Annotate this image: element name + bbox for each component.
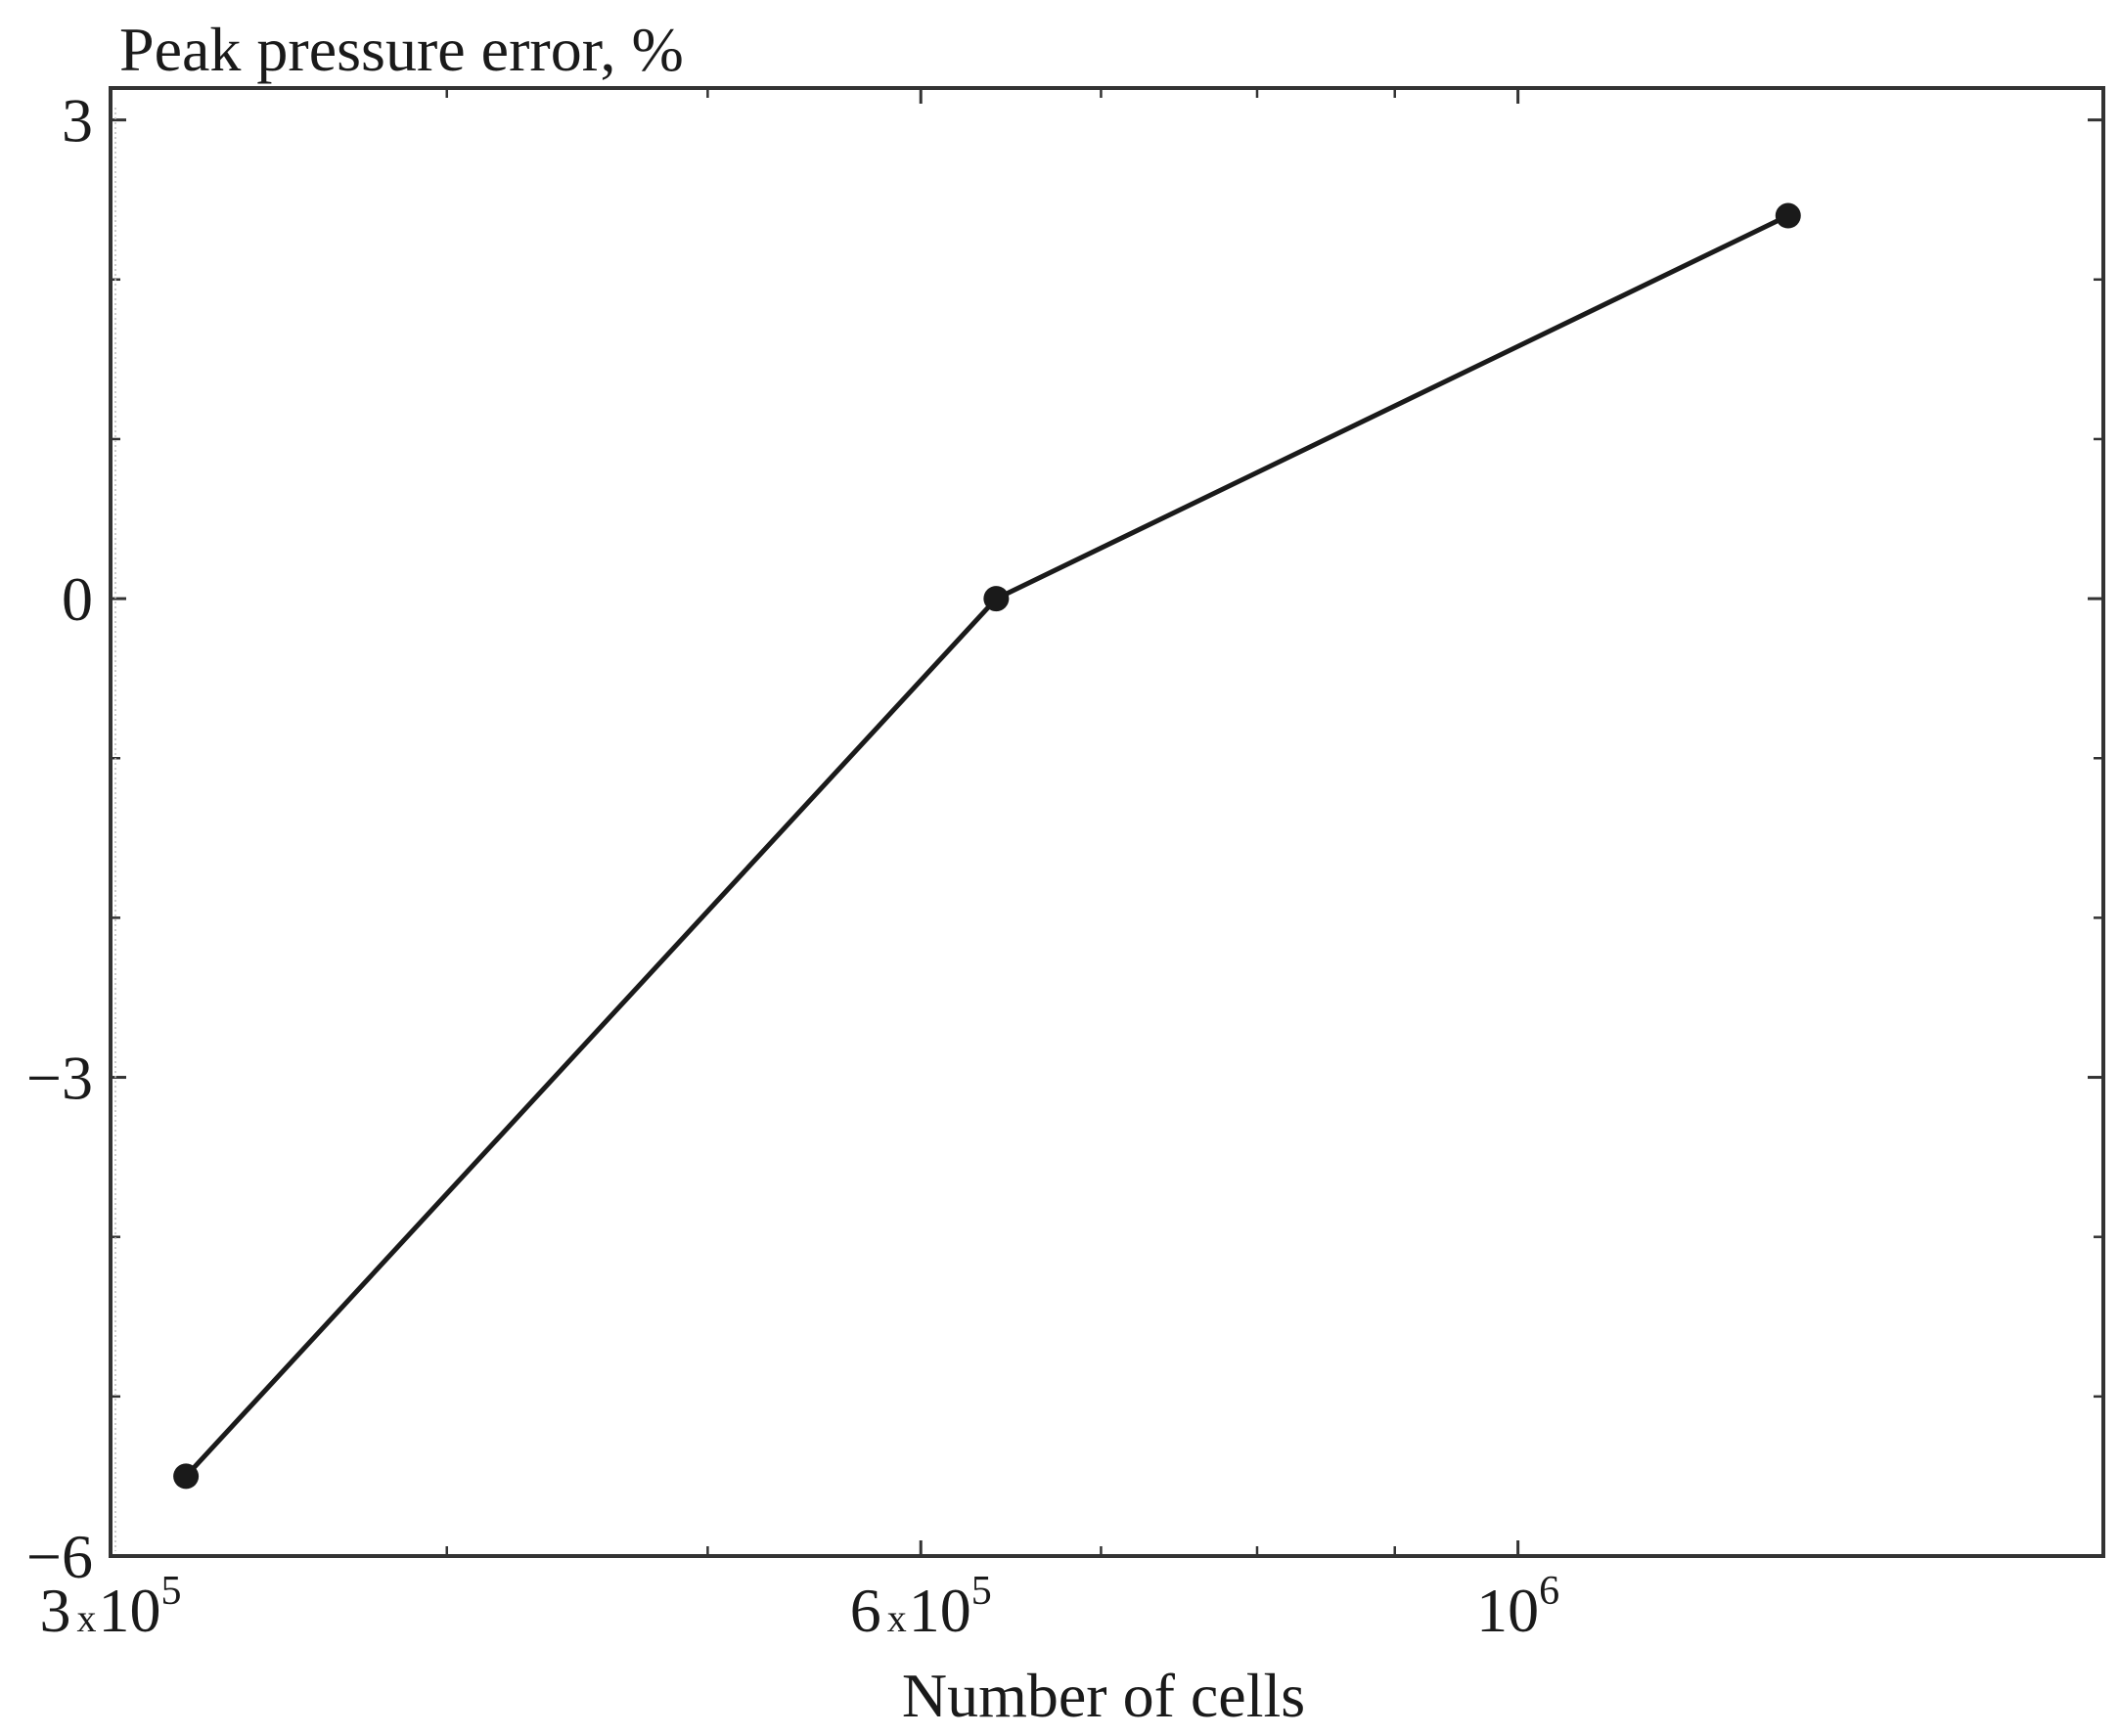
x-tick-mantissa: 3 xyxy=(40,1576,71,1645)
x-tick-label: 6 x105 xyxy=(850,1569,992,1645)
data-point xyxy=(1775,202,1801,229)
data-point xyxy=(983,586,1010,612)
x-tick-labels: 3 x105 6 x105 106 xyxy=(40,1569,1560,1645)
x-tick-exponent: 5 xyxy=(161,1569,182,1614)
y-tick-label: 3 xyxy=(62,86,93,156)
x-tick-label: 106 xyxy=(1476,1569,1559,1645)
y-tick-label: 0 xyxy=(62,564,93,634)
x-tick-base: 10 xyxy=(1476,1576,1539,1645)
y-tick-labels: 3 0 −3 −6 xyxy=(26,86,93,1591)
x-tick-exponent: 5 xyxy=(971,1569,992,1614)
x-tick-base: 10 xyxy=(909,1576,971,1645)
series-layer xyxy=(173,202,1801,1490)
plot-area xyxy=(111,88,2103,1556)
x-tick-label: 3 x105 xyxy=(40,1569,182,1645)
x-tick-mantissa: 6 xyxy=(850,1576,881,1645)
x-tick-times: x xyxy=(77,1596,97,1640)
x-tick-base: 10 xyxy=(99,1576,161,1645)
data-point xyxy=(173,1463,200,1490)
y-tick-label: −3 xyxy=(26,1044,93,1113)
x-tick-times: x xyxy=(887,1596,907,1640)
x-axis-title: Number of cells xyxy=(902,1661,1305,1730)
x-tick-exponent: 6 xyxy=(1539,1569,1559,1614)
plot-frame xyxy=(109,86,2105,1558)
y-tick-label: −6 xyxy=(26,1522,93,1591)
y-axis-title: Peak pressure error, % xyxy=(119,15,684,84)
